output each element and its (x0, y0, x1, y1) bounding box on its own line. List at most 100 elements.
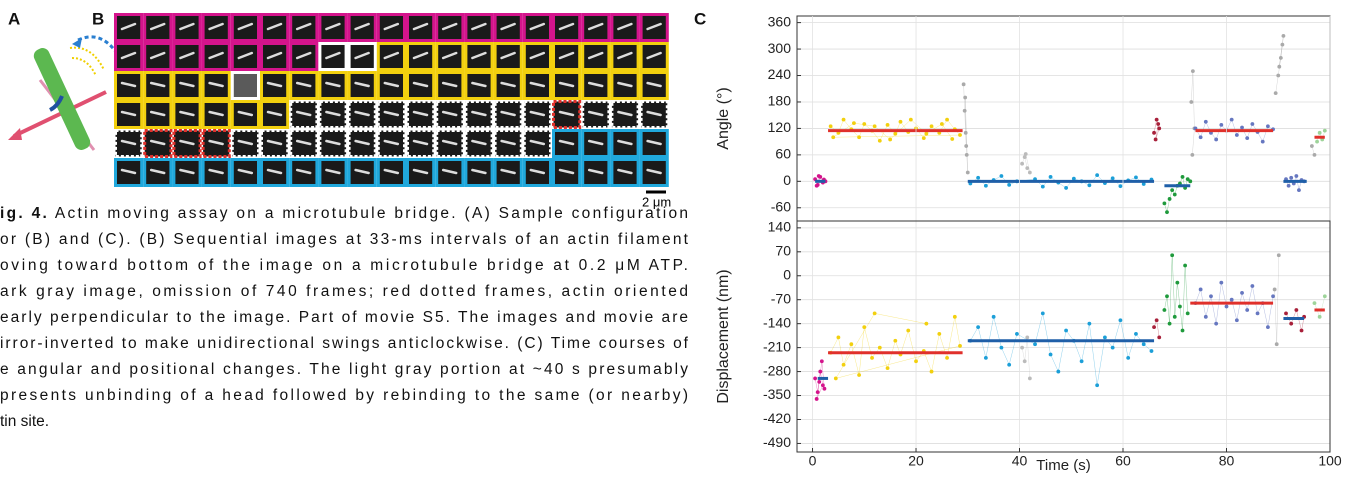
y-tick-label: 0 (783, 266, 791, 282)
filament (179, 139, 195, 146)
y-tick-label: 120 (768, 119, 792, 135)
connector (1153, 119, 1157, 133)
connector (977, 327, 987, 358)
image-tile (143, 100, 173, 129)
data-point (1271, 294, 1275, 299)
filament (325, 22, 341, 31)
data-point (1040, 184, 1045, 189)
connector (1166, 198, 1170, 213)
connector (833, 134, 961, 138)
filament (412, 110, 429, 117)
filament (208, 22, 224, 31)
data-point (857, 373, 861, 377)
filament (354, 22, 370, 31)
connector (1182, 265, 1186, 331)
panel-label: B (92, 9, 104, 28)
connector (900, 330, 909, 355)
y-tick-label: 140 (768, 219, 792, 235)
y-tick-label: 360 (768, 13, 792, 29)
data-point (999, 345, 1004, 350)
data-point (1023, 152, 1028, 156)
filament (237, 51, 254, 60)
connector (816, 385, 824, 400)
image-tile (172, 100, 202, 129)
connector (1127, 333, 1137, 358)
filament (441, 51, 458, 60)
filament (558, 51, 575, 60)
filament (617, 168, 633, 175)
filament (500, 110, 516, 117)
caption-text: ark gray image, omission of 740 frames; … (0, 283, 688, 300)
filament (354, 139, 370, 146)
connector (838, 337, 844, 365)
caption-text: e angular and positional changes. The li… (0, 361, 688, 378)
caption-line: presents unbinding of a head followed by… (0, 387, 688, 404)
filament (120, 139, 137, 146)
data-point (1087, 183, 1092, 188)
data-point (1157, 335, 1162, 340)
filament (617, 110, 633, 117)
connector (871, 130, 880, 141)
data-point (813, 376, 818, 381)
image-tile (172, 129, 202, 158)
filament (500, 51, 516, 60)
image-tile (230, 71, 261, 100)
connector (1155, 123, 1159, 140)
data-point (877, 138, 882, 143)
filament (529, 81, 546, 88)
plot-frame (796, 220, 1331, 453)
filament (617, 139, 633, 146)
y-tick-label: -280 (763, 362, 791, 378)
filament (471, 22, 487, 31)
filament (325, 51, 341, 60)
connector (1319, 296, 1326, 317)
connector (1247, 285, 1253, 311)
y-tick-label: 70 (775, 243, 791, 259)
panel-label: C (694, 9, 706, 28)
filament (529, 168, 546, 175)
filament (646, 168, 662, 175)
connector (1291, 309, 1297, 324)
filament (383, 139, 400, 146)
data-point (852, 121, 856, 126)
connector (874, 313, 927, 324)
connector (1081, 323, 1090, 362)
filament (529, 51, 546, 60)
filament (617, 51, 633, 60)
connector (1164, 296, 1168, 311)
y-axis-label: Angle (°) (715, 87, 732, 149)
caption-line: e angular and positional changes. The li… (0, 361, 688, 378)
connector (923, 350, 932, 372)
data-point (818, 369, 823, 374)
connector (1275, 75, 1279, 94)
caption-line: or (B) and (C). (B) Sequential images at… (0, 231, 689, 248)
filament (587, 139, 604, 146)
connector (1177, 282, 1181, 307)
filament (500, 139, 516, 146)
image-tile (406, 42, 436, 71)
y-tick-label: -140 (763, 314, 791, 330)
data-point (1152, 130, 1156, 135)
filament (266, 22, 283, 31)
image-tile (581, 71, 611, 100)
scale-bar-label: 2 μm (642, 194, 671, 209)
connector (851, 344, 860, 376)
data-point (945, 355, 949, 360)
caption-line: oving toward bottom of the image on a mi… (0, 257, 688, 274)
filament (237, 22, 254, 31)
connector (858, 327, 865, 376)
filament (266, 110, 283, 117)
connector (879, 347, 888, 369)
image-tile (201, 158, 231, 187)
filament (558, 22, 575, 31)
panel-label: A (8, 9, 20, 28)
y-tick-label: 180 (768, 93, 792, 109)
filament (179, 22, 195, 31)
connector (1104, 337, 1113, 348)
filament (558, 81, 575, 88)
filament (149, 51, 166, 60)
filament (179, 81, 195, 88)
filament (179, 51, 195, 60)
data-point (963, 95, 968, 100)
filament (617, 22, 633, 31)
